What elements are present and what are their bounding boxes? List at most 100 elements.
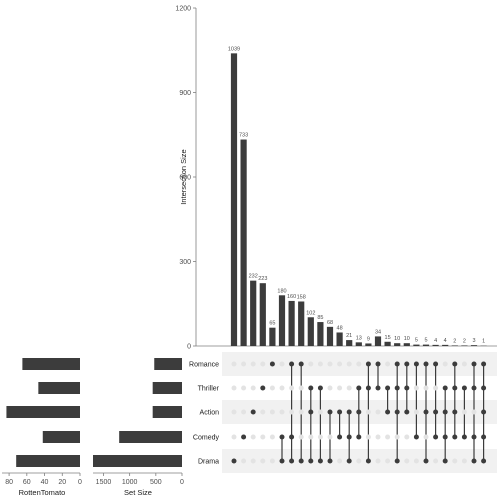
intersection-bar — [346, 340, 353, 346]
membership-dot-filled — [385, 409, 391, 415]
y-tick-label: 1200 — [175, 6, 191, 13]
membership-dot-empty — [471, 409, 477, 415]
membership-dot-filled — [327, 458, 333, 464]
membership-dot-filled — [375, 385, 381, 391]
intersection-bar-label: 223 — [258, 276, 267, 282]
membership-dot-empty — [279, 409, 285, 415]
rotten-tomato-panel: 80 60 40 20 0 — [2, 358, 82, 486]
membership-dot-filled — [442, 409, 448, 415]
membership-dot-filled — [231, 458, 237, 464]
intersection-bar — [374, 336, 382, 346]
membership-dot-empty — [298, 434, 304, 440]
membership-dot-empty — [250, 361, 256, 367]
y-tick-label: 0 — [187, 344, 191, 351]
intersection-bar — [288, 300, 295, 346]
membership-dot-empty — [289, 385, 295, 391]
intersection-bar-label: 48 — [337, 325, 343, 331]
membership-dot-filled — [298, 361, 304, 367]
membership-dot-filled — [346, 458, 352, 464]
membership-dot-empty — [433, 385, 439, 391]
membership-dot-empty — [461, 361, 467, 367]
membership-dot-empty — [289, 409, 295, 415]
membership-dot-empty — [404, 458, 410, 464]
membership-dot-empty — [250, 458, 256, 464]
membership-dot-empty — [231, 434, 237, 440]
membership-dot-filled — [327, 409, 333, 415]
intersection-bar-label: 2 — [453, 338, 456, 344]
membership-dot-empty — [241, 409, 247, 415]
membership-dot-filled — [394, 409, 400, 415]
rotten-tomato-bar — [6, 406, 81, 418]
membership-dot-empty — [260, 458, 266, 464]
membership-dot-empty — [461, 458, 467, 464]
set-names: Romance Thriller Action Comedy Drama — [189, 362, 220, 466]
membership-dot-empty — [404, 434, 410, 440]
membership-dot-filled — [250, 409, 256, 415]
intersection-bar-label: 232 — [249, 274, 258, 280]
set-size-tick-label: 500 — [150, 479, 162, 486]
intersection-bar — [432, 344, 439, 346]
membership-dot-filled — [356, 434, 362, 440]
membership-dot-filled — [404, 409, 410, 415]
membership-dot-empty — [356, 458, 362, 464]
set-name-label: Drama — [198, 459, 219, 466]
intersection-bar — [451, 345, 458, 346]
membership-dot-filled — [433, 409, 439, 415]
intersection-bar — [365, 343, 372, 346]
intersection-bar — [336, 332, 343, 346]
intersection-bar-label: 180 — [277, 288, 286, 294]
y-tick-label: 900 — [179, 90, 191, 97]
intersection-bar — [278, 295, 286, 346]
intersection-bar-label: 10 — [394, 336, 400, 342]
intersection-bar-label: 15 — [385, 335, 391, 341]
y-tick-label: 300 — [179, 259, 191, 266]
membership-dot-empty — [231, 385, 237, 391]
membership-dot-filled — [481, 434, 487, 440]
membership-matrix — [231, 361, 487, 464]
membership-dot-filled — [394, 361, 400, 367]
membership-dot-empty — [442, 361, 448, 367]
membership-dot-filled — [298, 458, 304, 464]
membership-dot-empty — [269, 385, 275, 391]
rotten-tomato-bar — [16, 455, 81, 467]
membership-dot-empty — [346, 361, 352, 367]
membership-dot-filled — [442, 385, 448, 391]
set-size-bar — [93, 455, 182, 467]
set-size-panel: 1500 1000 500 0 — [93, 358, 184, 486]
set-name-label: Romance — [189, 362, 219, 369]
membership-dot-filled — [481, 361, 487, 367]
intersection-bar-label: 3 — [472, 338, 475, 344]
membership-dot-filled — [404, 361, 410, 367]
membership-dot-filled — [442, 458, 448, 464]
membership-dot-filled — [289, 458, 295, 464]
membership-dot-filled — [365, 361, 371, 367]
intersection-bar-label: 10 — [404, 336, 410, 342]
intersection-bar-label: 5 — [415, 338, 418, 344]
membership-dot-empty — [433, 458, 439, 464]
intersection-bar-label: 5 — [424, 338, 427, 344]
set-size-bar — [152, 406, 182, 418]
intersection-bar — [307, 317, 314, 346]
intersection-size-axis: 0 300 600 900 1200 — [175, 6, 497, 351]
membership-dot-filled — [346, 409, 352, 415]
membership-dot-filled — [317, 385, 323, 391]
membership-dot-empty — [346, 385, 352, 391]
membership-dot-filled — [404, 385, 410, 391]
membership-dot-filled — [442, 434, 448, 440]
membership-dot-filled — [423, 361, 429, 367]
intersection-bar-label: 68 — [327, 320, 333, 326]
set-size-tick-label: 0 — [180, 479, 184, 486]
intersection-bar — [326, 326, 334, 346]
membership-dot-empty — [423, 385, 429, 391]
membership-dot-filled — [461, 434, 467, 440]
membership-dot-filled — [269, 361, 275, 367]
intersection-bar — [442, 344, 449, 346]
membership-dot-empty — [308, 434, 314, 440]
intersection-bars — [230, 53, 487, 347]
intersection-bar — [384, 341, 391, 346]
membership-dot-empty — [337, 385, 343, 391]
set-name-label: Comedy — [193, 435, 220, 442]
intersection-bar-label: 85 — [317, 315, 323, 321]
